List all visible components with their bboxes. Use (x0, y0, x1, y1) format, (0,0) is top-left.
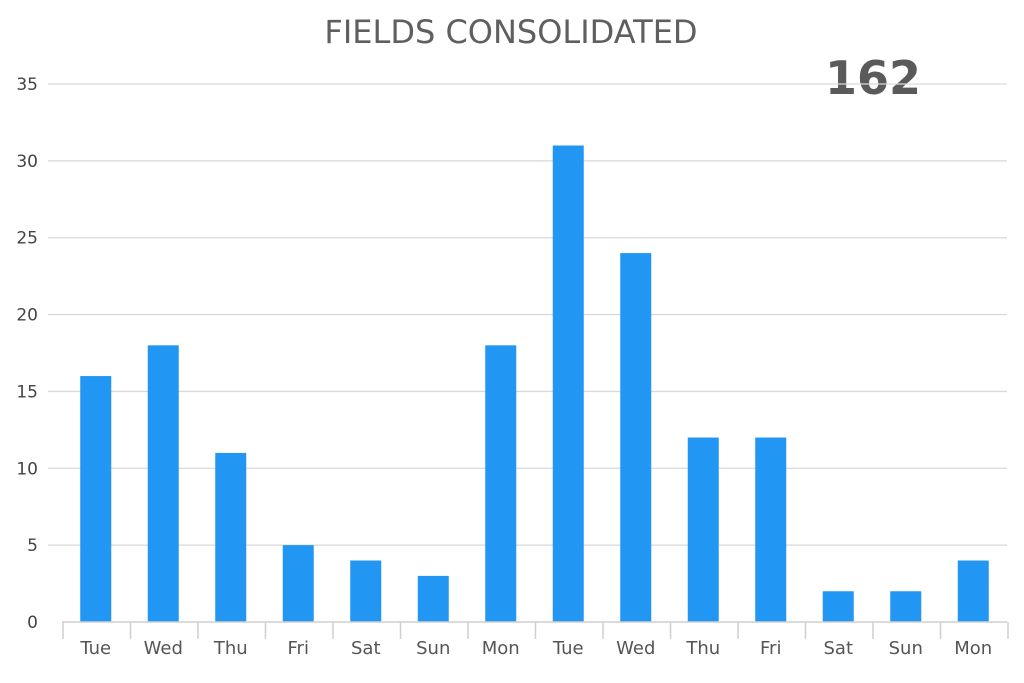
x-tick-label: Sat (351, 638, 381, 659)
gridlines (48, 83, 1007, 546)
y-tick-label: 10 (16, 459, 38, 479)
x-tick-label: Tue (79, 638, 111, 659)
x-tick-label: Fri (288, 638, 309, 659)
y-tick-label: 35 (16, 75, 38, 95)
y-axis-ticks: 0 5 10 15 20 25 30 35 (16, 75, 38, 633)
x-tick-label: Tue (552, 638, 584, 659)
x-tick-label: Thu (685, 638, 720, 659)
bar (215, 452, 247, 622)
x-tick-label: Mon (482, 638, 520, 659)
bar (485, 345, 517, 622)
bar (147, 345, 179, 622)
x-axis: Tue Wed Thu Fri Sat Sun Mon Tue Wed Thu Fri Sat Sun M… (62, 621, 1009, 659)
bar (417, 575, 449, 622)
bar (890, 591, 922, 622)
bar (552, 145, 584, 622)
total-count: 162 (825, 51, 921, 105)
x-tick-label: Sun (889, 638, 923, 659)
y-tick-label: 20 (16, 306, 38, 326)
y-tick-label: 25 (16, 229, 38, 249)
y-tick-label: 0 (27, 613, 38, 633)
bar (620, 253, 652, 623)
y-tick-label: 30 (16, 152, 38, 172)
x-tick-label: Sun (416, 638, 450, 659)
bars (80, 145, 989, 623)
x-tick-label: Wed (144, 638, 183, 659)
bar (687, 437, 719, 622)
x-tick-label: Fri (760, 638, 781, 659)
bar (282, 545, 314, 622)
x-tick-label: Sat (823, 638, 853, 659)
y-tick-label: 5 (27, 536, 38, 556)
x-tick-label: Wed (616, 638, 655, 659)
chart-title: FIELDS CONSOLIDATED (324, 13, 697, 51)
bar (822, 591, 854, 622)
bar (350, 560, 382, 622)
x-tick-label: Mon (954, 638, 992, 659)
bar (755, 437, 787, 622)
x-tick-label: Thu (213, 638, 248, 659)
bar (80, 376, 112, 622)
y-tick-label: 15 (16, 382, 38, 402)
bar (957, 560, 989, 622)
